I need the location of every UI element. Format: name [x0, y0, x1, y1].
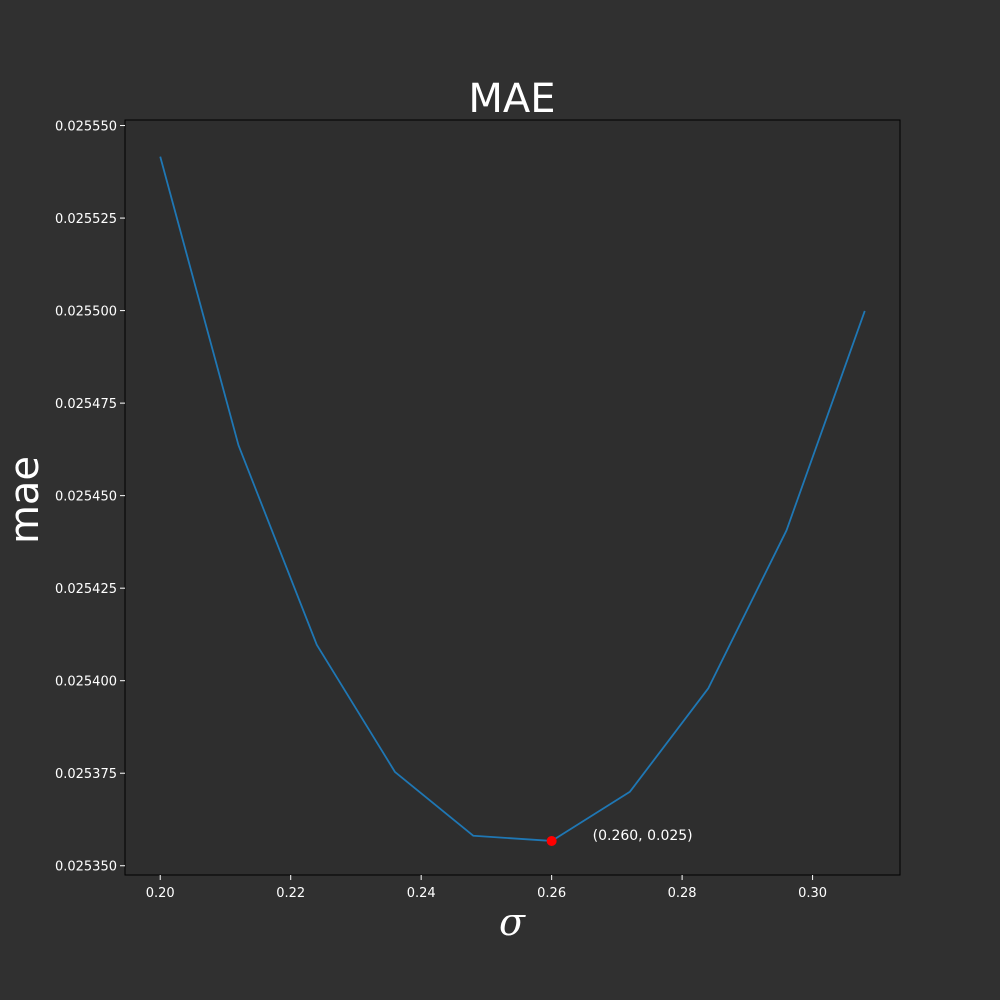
- x-tick-label: 0.28: [668, 886, 697, 901]
- y-axis-label: mae: [2, 456, 48, 544]
- series-layer: (0.260, 0.025): [159, 156, 866, 846]
- x-tick-label: 0.24: [407, 886, 436, 901]
- x-tick-label: 0.30: [798, 886, 827, 901]
- x-tick-label: 0.22: [276, 886, 305, 901]
- y-tick-label: 0.025400: [55, 675, 117, 690]
- y-tick-label: 0.025450: [55, 490, 117, 505]
- y-tick-label: 0.025375: [55, 767, 117, 782]
- y-tick-label: 0.025500: [55, 305, 117, 320]
- y-tick-label: 0.025350: [55, 860, 117, 875]
- series-line: [159, 156, 866, 842]
- y-tick-label: 0.025475: [55, 397, 117, 412]
- chart-title: MAE: [468, 76, 555, 122]
- y-axis: 0.025350 0.025375 0.025400 0.025425 0.025450…: [55, 120, 125, 875]
- axes-frame: [124, 119, 901, 876]
- minimum-annotation: (0.260, 0.025): [593, 828, 693, 844]
- x-axis-label: σ: [499, 900, 526, 944]
- x-tick-label: 0.20: [146, 886, 175, 901]
- y-tick-label: 0.025550: [55, 120, 117, 135]
- y-tick-label: 0.025425: [55, 582, 117, 597]
- minimum-marker: [546, 835, 557, 846]
- y-tick-label: 0.025525: [55, 212, 117, 227]
- x-axis: 0.20 0.22 0.24 0.26 0.28 0.30: [146, 875, 827, 901]
- x-tick-label: 0.26: [537, 886, 566, 901]
